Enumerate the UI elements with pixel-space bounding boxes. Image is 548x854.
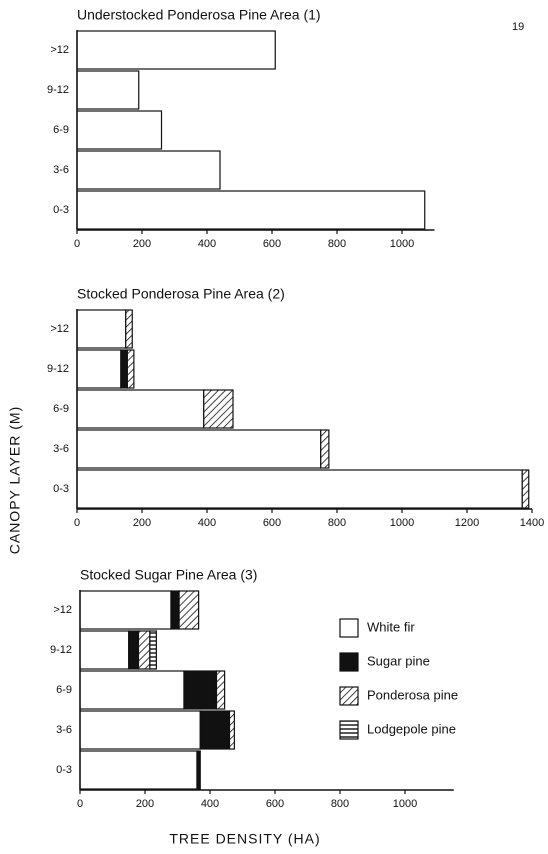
y-tick-label: 0-3	[56, 764, 72, 776]
bar-segment	[320, 429, 330, 469]
x-tick-label: 200	[133, 238, 151, 250]
x-tick-label: 1400	[520, 517, 544, 529]
bar-segment	[76, 309, 127, 349]
bar-segment	[199, 710, 231, 750]
bar-segment	[149, 630, 157, 670]
bar-segment	[120, 349, 128, 389]
y-tick-label: 0-3	[53, 483, 69, 495]
chart-title: Stocked Ponderosa Pine Area (2)	[77, 286, 285, 302]
y-tick-label: 6-9	[53, 124, 69, 136]
legend-label: Ponderosa pine	[367, 687, 458, 702]
x-tick-label: 600	[263, 238, 281, 250]
x-tick-label: 0	[77, 798, 83, 810]
bar-segment	[215, 670, 226, 710]
bar-segment	[76, 30, 276, 70]
bar-segment	[76, 190, 426, 230]
x-tick-label: 400	[198, 517, 216, 529]
bar-segment	[170, 590, 180, 630]
x-tick-label: 200	[136, 798, 154, 810]
y-tick-label: 9-12	[47, 84, 69, 96]
x-tick-label: 400	[201, 798, 219, 810]
bar-segment	[76, 429, 322, 469]
bar-segment	[79, 630, 130, 670]
legend-label: Lodgepole pine	[367, 721, 456, 736]
chart-title: Stocked Sugar Pine Area (3)	[80, 567, 257, 583]
y-tick-label: 0-3	[53, 204, 69, 216]
page-number: 19	[512, 21, 524, 33]
x-tick-label: 1000	[390, 238, 414, 250]
bar-segment	[137, 630, 151, 670]
bar-segment	[125, 309, 133, 349]
bar-segment	[228, 710, 235, 750]
bar-segment	[76, 150, 221, 190]
bar-segment	[128, 630, 140, 670]
legend-swatch	[339, 652, 359, 672]
bar-segment	[76, 389, 205, 429]
x-tick-label: 800	[328, 517, 346, 529]
bar-segment	[521, 469, 530, 509]
bar-segment	[178, 590, 200, 630]
y-tick-label: >12	[50, 44, 69, 56]
bar-segment	[126, 349, 135, 389]
bar-segment	[76, 110, 163, 150]
x-tick-label: 400	[198, 238, 216, 250]
x-tick-label: 200	[133, 517, 151, 529]
x-tick-label: 600	[266, 798, 284, 810]
bar-segment	[76, 349, 122, 389]
bar-segment	[183, 670, 218, 710]
y-tick-label: 9-12	[47, 363, 69, 375]
bar-segment	[76, 469, 523, 509]
x-axis-label: TREE DENSITY (HA)	[169, 831, 320, 847]
x-tick-label: 800	[328, 238, 346, 250]
bar-segment	[79, 750, 198, 790]
legend-swatch	[339, 618, 359, 638]
y-tick-label: >12	[50, 323, 69, 335]
x-tick-label: 1200	[455, 517, 479, 529]
y-tick-label: >12	[53, 604, 72, 616]
y-tick-label: 6-9	[56, 684, 72, 696]
legend-swatch	[339, 686, 359, 706]
bar-segment	[76, 70, 140, 110]
x-tick-label: 800	[331, 798, 349, 810]
bar-segment	[79, 670, 185, 710]
legend-label: Sugar pine	[367, 653, 430, 668]
y-tick-label: 6-9	[53, 403, 69, 415]
bar-segment	[79, 710, 201, 750]
bar-segment	[79, 590, 172, 630]
x-tick-label: 1000	[390, 517, 414, 529]
bar-segment	[203, 389, 234, 429]
y-axis-label: CANOPY LAYER (M)	[7, 406, 23, 555]
y-tick-label: 3-6	[53, 443, 69, 455]
x-tick-label: 0	[74, 517, 80, 529]
bar-segment	[196, 750, 201, 790]
y-tick-label: 3-6	[53, 164, 69, 176]
x-tick-label: 600	[263, 517, 281, 529]
y-tick-label: 9-12	[50, 644, 72, 656]
x-tick-label: 1000	[393, 798, 417, 810]
legend-swatch	[339, 720, 359, 740]
y-tick-label: 3-6	[56, 724, 72, 736]
chart-title: Understocked Ponderosa Pine Area (1)	[77, 7, 321, 23]
x-tick-label: 0	[74, 238, 80, 250]
legend-label: White fir	[367, 619, 415, 634]
